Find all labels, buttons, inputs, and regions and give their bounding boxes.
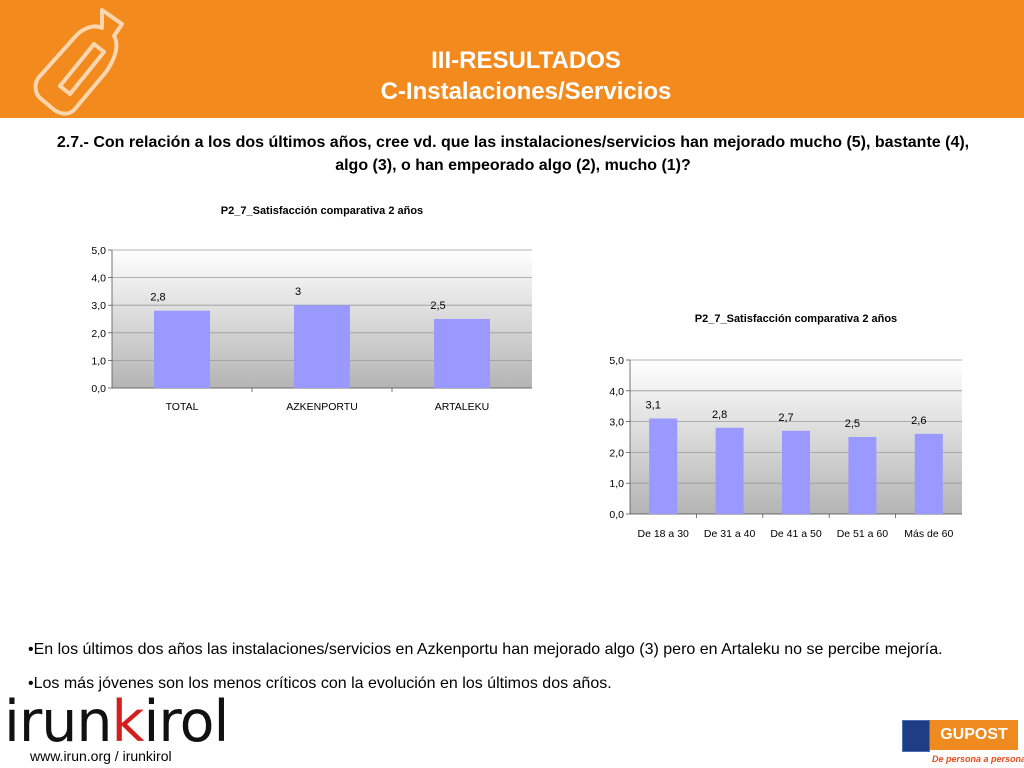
bar	[914, 433, 943, 514]
y-tick-label: 1,0	[91, 355, 106, 367]
data-label: 3	[295, 286, 301, 298]
question-line-1: 2.7.- Con relación a los dos últimos año…	[56, 134, 970, 151]
bar	[848, 437, 877, 514]
y-tick-label: 4,0	[91, 273, 106, 285]
x-tick-label: De 51 a 60	[837, 528, 889, 540]
x-tick-label: De 31 a 40	[704, 528, 756, 540]
data-label: 2,7	[778, 412, 793, 424]
x-tick-label: TOTAL	[166, 401, 199, 413]
x-tick-label: De 18 a 30	[638, 528, 690, 540]
gupost-name: GUPOST	[930, 720, 1018, 750]
y-tick-label: 3,0	[91, 300, 106, 312]
question-line-2: algo (3), o han empeorado algo (2), much…	[335, 157, 691, 174]
x-tick-label: ARTALEKU	[435, 401, 489, 413]
y-tick-label: 2,0	[91, 328, 106, 340]
survey-question: 2.7.- Con relación a los dos últimos año…	[8, 131, 1018, 177]
bar	[434, 319, 490, 388]
logo-text-k: k	[111, 689, 145, 755]
y-tick-label: 2,0	[609, 447, 624, 459]
conclusions: •En los últimos dos años las instalacion…	[28, 638, 1018, 706]
chart-title: P2_7_Satisfacción comparativa 2 años	[221, 205, 423, 217]
data-label: 3,1	[646, 400, 661, 412]
logo-text-prefix: irun	[4, 689, 113, 755]
y-tick-label: 0,0	[91, 383, 106, 395]
gupost-badge-icon	[902, 720, 930, 752]
bar	[154, 310, 210, 388]
y-tick-label: 5,0	[609, 355, 624, 367]
bar	[715, 427, 744, 514]
y-tick-label: 0,0	[609, 509, 624, 521]
chart-svg-age: P2_7_Satisfacción comparativa 2 años 0,0 1…	[609, 313, 962, 540]
footer-url[interactable]: www.irun.org / irunkirol	[30, 748, 172, 764]
data-label: 2,8	[150, 292, 165, 304]
gupost-tagline: De persona a persona	[932, 754, 1024, 764]
chart-svg-total: P2_7_Satisfacción comparativa 2 años 0,0 1…	[91, 205, 532, 413]
gupost-logo: GUPOST De persona a persona	[902, 720, 1024, 768]
irunkirol-logo: irunkirol	[4, 689, 230, 755]
y-tick-label: 5,0	[91, 245, 106, 257]
data-label: 2,5	[430, 300, 445, 312]
conclusion-note: •En los últimos dos años las instalacion…	[28, 641, 943, 658]
y-tick-label: 4,0	[609, 386, 624, 398]
conclusion-note: •Los más jóvenes son los menos críticos …	[28, 675, 612, 692]
header-banner: III-RESULTADOS C-Instalaciones/Servicios	[0, 0, 1024, 118]
bar	[294, 305, 350, 388]
y-tick-label: 3,0	[609, 417, 624, 429]
chart-total-by-site: P2_7_Satisfacción comparativa 2 años 0,0 1…	[62, 200, 542, 422]
bar	[782, 430, 810, 514]
bar	[649, 418, 678, 514]
chart-title: P2_7_Satisfacción comparativa 2 años	[695, 313, 897, 325]
page-subtitle: C-Instalaciones/Servicios	[380, 78, 672, 105]
data-label: 2,6	[911, 415, 926, 427]
x-tick-label: AZKENPORTU	[286, 401, 358, 413]
data-label: 2,8	[712, 409, 727, 421]
x-tick-label: De 41 a 50	[770, 528, 822, 540]
page-title: III-RESULTADOS	[431, 47, 621, 74]
bottle-message-icon	[33, 8, 124, 116]
x-tick-label: Más de 60	[904, 528, 953, 540]
y-tick-label: 1,0	[609, 478, 624, 490]
data-label: 2,5	[845, 418, 860, 430]
chart-by-age-group: P2_7_Satisfacción comparativa 2 años 0,0 1…	[586, 308, 976, 548]
logo-text-suffix: irol	[143, 689, 230, 755]
